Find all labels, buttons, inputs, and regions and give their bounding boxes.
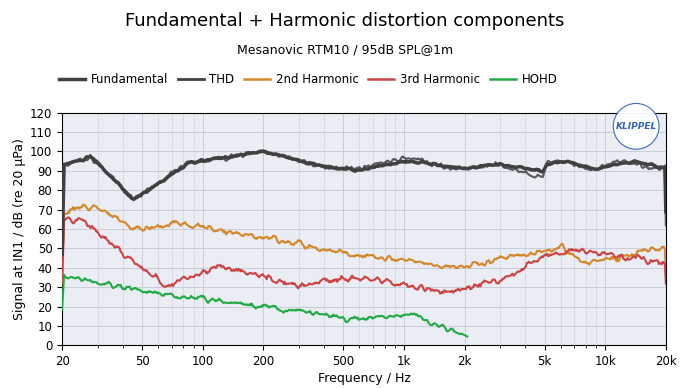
Text: Fundamental + Harmonic distortion components: Fundamental + Harmonic distortion compon… — [126, 12, 564, 29]
Text: Mesanovic RTM10 / 95dB SPL@1m: Mesanovic RTM10 / 95dB SPL@1m — [237, 43, 453, 56]
X-axis label: Frequency / Hz: Frequency / Hz — [317, 372, 411, 385]
Legend: Fundamental, THD, 2nd Harmonic, 3rd Harmonic, HOHD: Fundamental, THD, 2nd Harmonic, 3rd Harm… — [55, 68, 562, 90]
Text: KLIPPEL: KLIPPEL — [615, 122, 657, 131]
Y-axis label: Signal at IN1 / dB (re 20 µPa): Signal at IN1 / dB (re 20 µPa) — [13, 138, 26, 320]
